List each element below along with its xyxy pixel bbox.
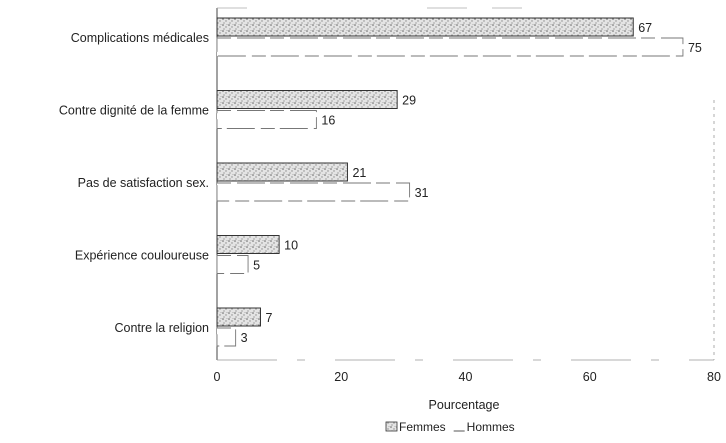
x-tick-label: 0 <box>214 370 221 384</box>
x-tick-label: 80 <box>707 370 721 384</box>
x-axis-title: Pourcentage <box>429 398 500 412</box>
bar-femmes <box>216 307 261 327</box>
category-label: Expérience couloureuse <box>75 249 209 263</box>
x-tick-label: 20 <box>334 370 348 384</box>
bar-hommes <box>216 182 411 202</box>
data-label-femmes: 29 <box>402 94 416 108</box>
x-tick-label: 60 <box>583 370 597 384</box>
category-label: Pas de satisfaction sex. <box>78 176 209 190</box>
legend-label: Hommes <box>467 420 515 434</box>
bar-femmes <box>216 17 634 37</box>
data-label-hommes: 75 <box>688 41 702 55</box>
bar-femmes <box>216 162 348 182</box>
bar-hommes <box>216 110 317 129</box>
data-label-hommes: 5 <box>253 259 260 273</box>
bar-femmes <box>216 235 280 254</box>
bar-hommes <box>216 37 684 57</box>
data-label-femmes: 67 <box>638 21 652 35</box>
data-label-femmes: 10 <box>284 239 298 253</box>
bars-group: 67 75 29 16 21 31 10 5 7 3 <box>216 17 702 347</box>
data-label-hommes: 31 <box>415 186 429 200</box>
legend: Femmes Hommes <box>385 420 515 434</box>
bar-hommes <box>216 255 249 274</box>
category-labels: Complications médicales Contre dignité de… <box>59 31 209 335</box>
legend-swatch-femmes <box>385 421 398 432</box>
data-label-femmes: 21 <box>352 166 366 180</box>
data-label-femmes: 7 <box>265 311 272 325</box>
x-axis: 0 20 40 60 80 <box>214 370 721 384</box>
category-label: Contre dignité de la femme <box>59 104 209 118</box>
legend-label: Femmes <box>399 420 446 434</box>
data-label-hommes: 3 <box>241 331 248 345</box>
bar-hommes <box>216 327 237 347</box>
bar-femmes <box>216 90 398 109</box>
category-label: Contre la religion <box>115 321 210 335</box>
x-tick-label: 40 <box>459 370 473 384</box>
category-label: Complications médicales <box>71 31 209 45</box>
data-label-hommes: 16 <box>321 114 335 128</box>
